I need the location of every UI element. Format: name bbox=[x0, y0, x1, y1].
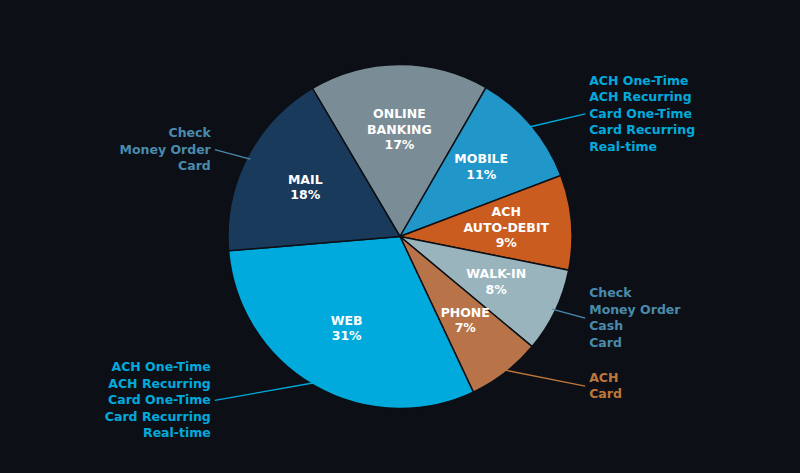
background bbox=[0, 0, 800, 473]
slice-category: ACHAUTO-DEBIT bbox=[463, 203, 549, 234]
annotation: ACHCard bbox=[589, 369, 622, 401]
slice-category: PHONE bbox=[441, 304, 490, 319]
slice-value: 31% bbox=[332, 328, 362, 343]
slice-value: 18% bbox=[290, 187, 320, 202]
annotation: ACH One-TimeACH RecurringCard One-TimeCa… bbox=[105, 359, 211, 440]
chart: ONLINEBANKING17% MOBILE11% ACHAUTO-DEBIT9%… bbox=[0, 0, 800, 473]
slices bbox=[228, 65, 572, 409]
slice-value: 9% bbox=[496, 235, 518, 250]
slice-category: WALK-IN bbox=[466, 266, 526, 281]
annotation: CheckMoney OrderCard bbox=[120, 125, 212, 173]
slice-value: 11% bbox=[466, 167, 496, 182]
slice-value: 8% bbox=[486, 282, 508, 297]
slice-labels: ONLINEBANKING17% MOBILE11% ACHAUTO-DEBIT9%… bbox=[288, 105, 550, 343]
annotations: ACH One-TimeACH RecurringCard One-TimeCa… bbox=[105, 72, 695, 439]
slice-category: WEB bbox=[331, 312, 363, 327]
slice bbox=[229, 237, 474, 409]
slice-value: 7% bbox=[455, 320, 477, 335]
annotation: ACH One-TimeACH RecurringCard One-TimeCa… bbox=[589, 72, 695, 153]
annotation-line bbox=[215, 382, 316, 400]
annotation-line bbox=[503, 370, 585, 386]
slice-category: ONLINEBANKING bbox=[367, 105, 432, 136]
annotation-line bbox=[552, 309, 585, 318]
slice-category: MOBILE bbox=[454, 151, 508, 166]
slice-value: 17% bbox=[384, 137, 414, 152]
annotation-line bbox=[215, 150, 250, 159]
annotation: CheckMoney OrderCashCard bbox=[589, 285, 681, 350]
slice-category: MAIL bbox=[288, 171, 323, 186]
annotation-line bbox=[528, 114, 585, 127]
